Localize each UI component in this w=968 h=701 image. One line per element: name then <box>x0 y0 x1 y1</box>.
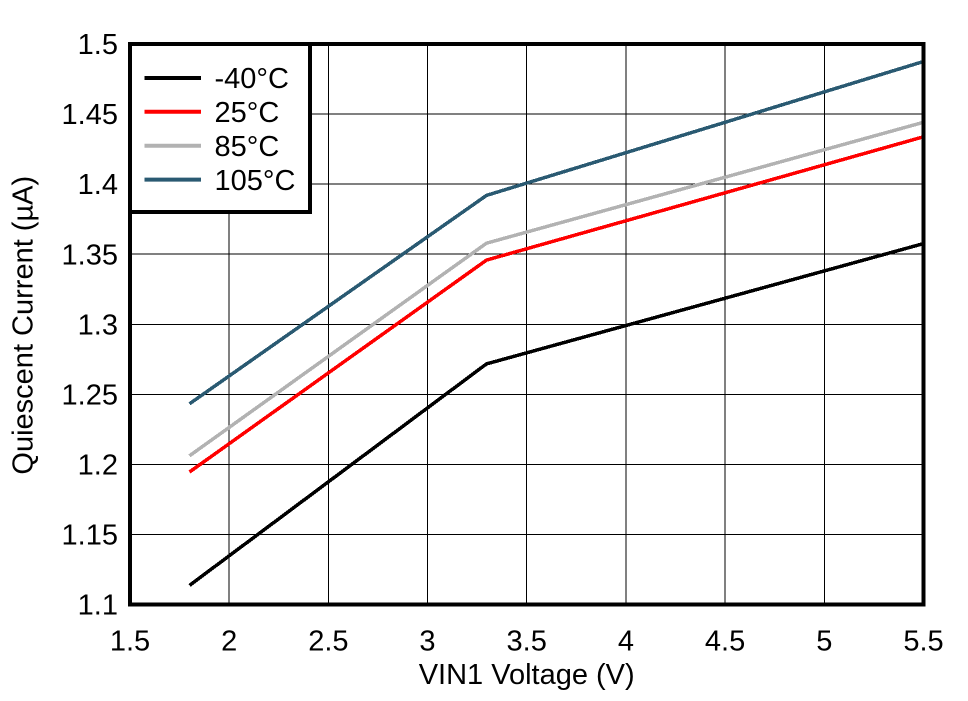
svg-text:1.5: 1.5 <box>110 626 150 658</box>
svg-text:1.25: 1.25 <box>62 379 118 411</box>
svg-text:4: 4 <box>618 626 634 658</box>
svg-text:1.15: 1.15 <box>62 520 118 552</box>
svg-text:105°C: 105°C <box>215 165 296 197</box>
svg-text:1.35: 1.35 <box>62 239 118 271</box>
svg-text:1.3: 1.3 <box>78 309 118 341</box>
svg-text:1.45: 1.45 <box>62 99 118 131</box>
svg-text:3.5: 3.5 <box>507 626 547 658</box>
svg-text:1.4: 1.4 <box>78 169 118 201</box>
svg-text:Quiescent Current (µA): Quiescent Current (µA) <box>8 176 40 475</box>
svg-text:25°C: 25°C <box>215 97 280 129</box>
svg-text:2.5: 2.5 <box>308 626 348 658</box>
svg-text:85°C: 85°C <box>215 131 280 163</box>
svg-text:2: 2 <box>221 626 237 658</box>
svg-text:1.2: 1.2 <box>78 450 118 482</box>
svg-text:3: 3 <box>419 626 435 658</box>
svg-text:VIN1 Voltage (V): VIN1 Voltage (V) <box>419 659 635 691</box>
svg-text:1.1: 1.1 <box>78 590 118 622</box>
svg-text:5: 5 <box>816 626 832 658</box>
svg-text:5.5: 5.5 <box>903 626 943 658</box>
svg-text:4.5: 4.5 <box>705 626 745 658</box>
svg-text:-40°C: -40°C <box>215 63 289 95</box>
svg-text:1.5: 1.5 <box>78 29 118 61</box>
